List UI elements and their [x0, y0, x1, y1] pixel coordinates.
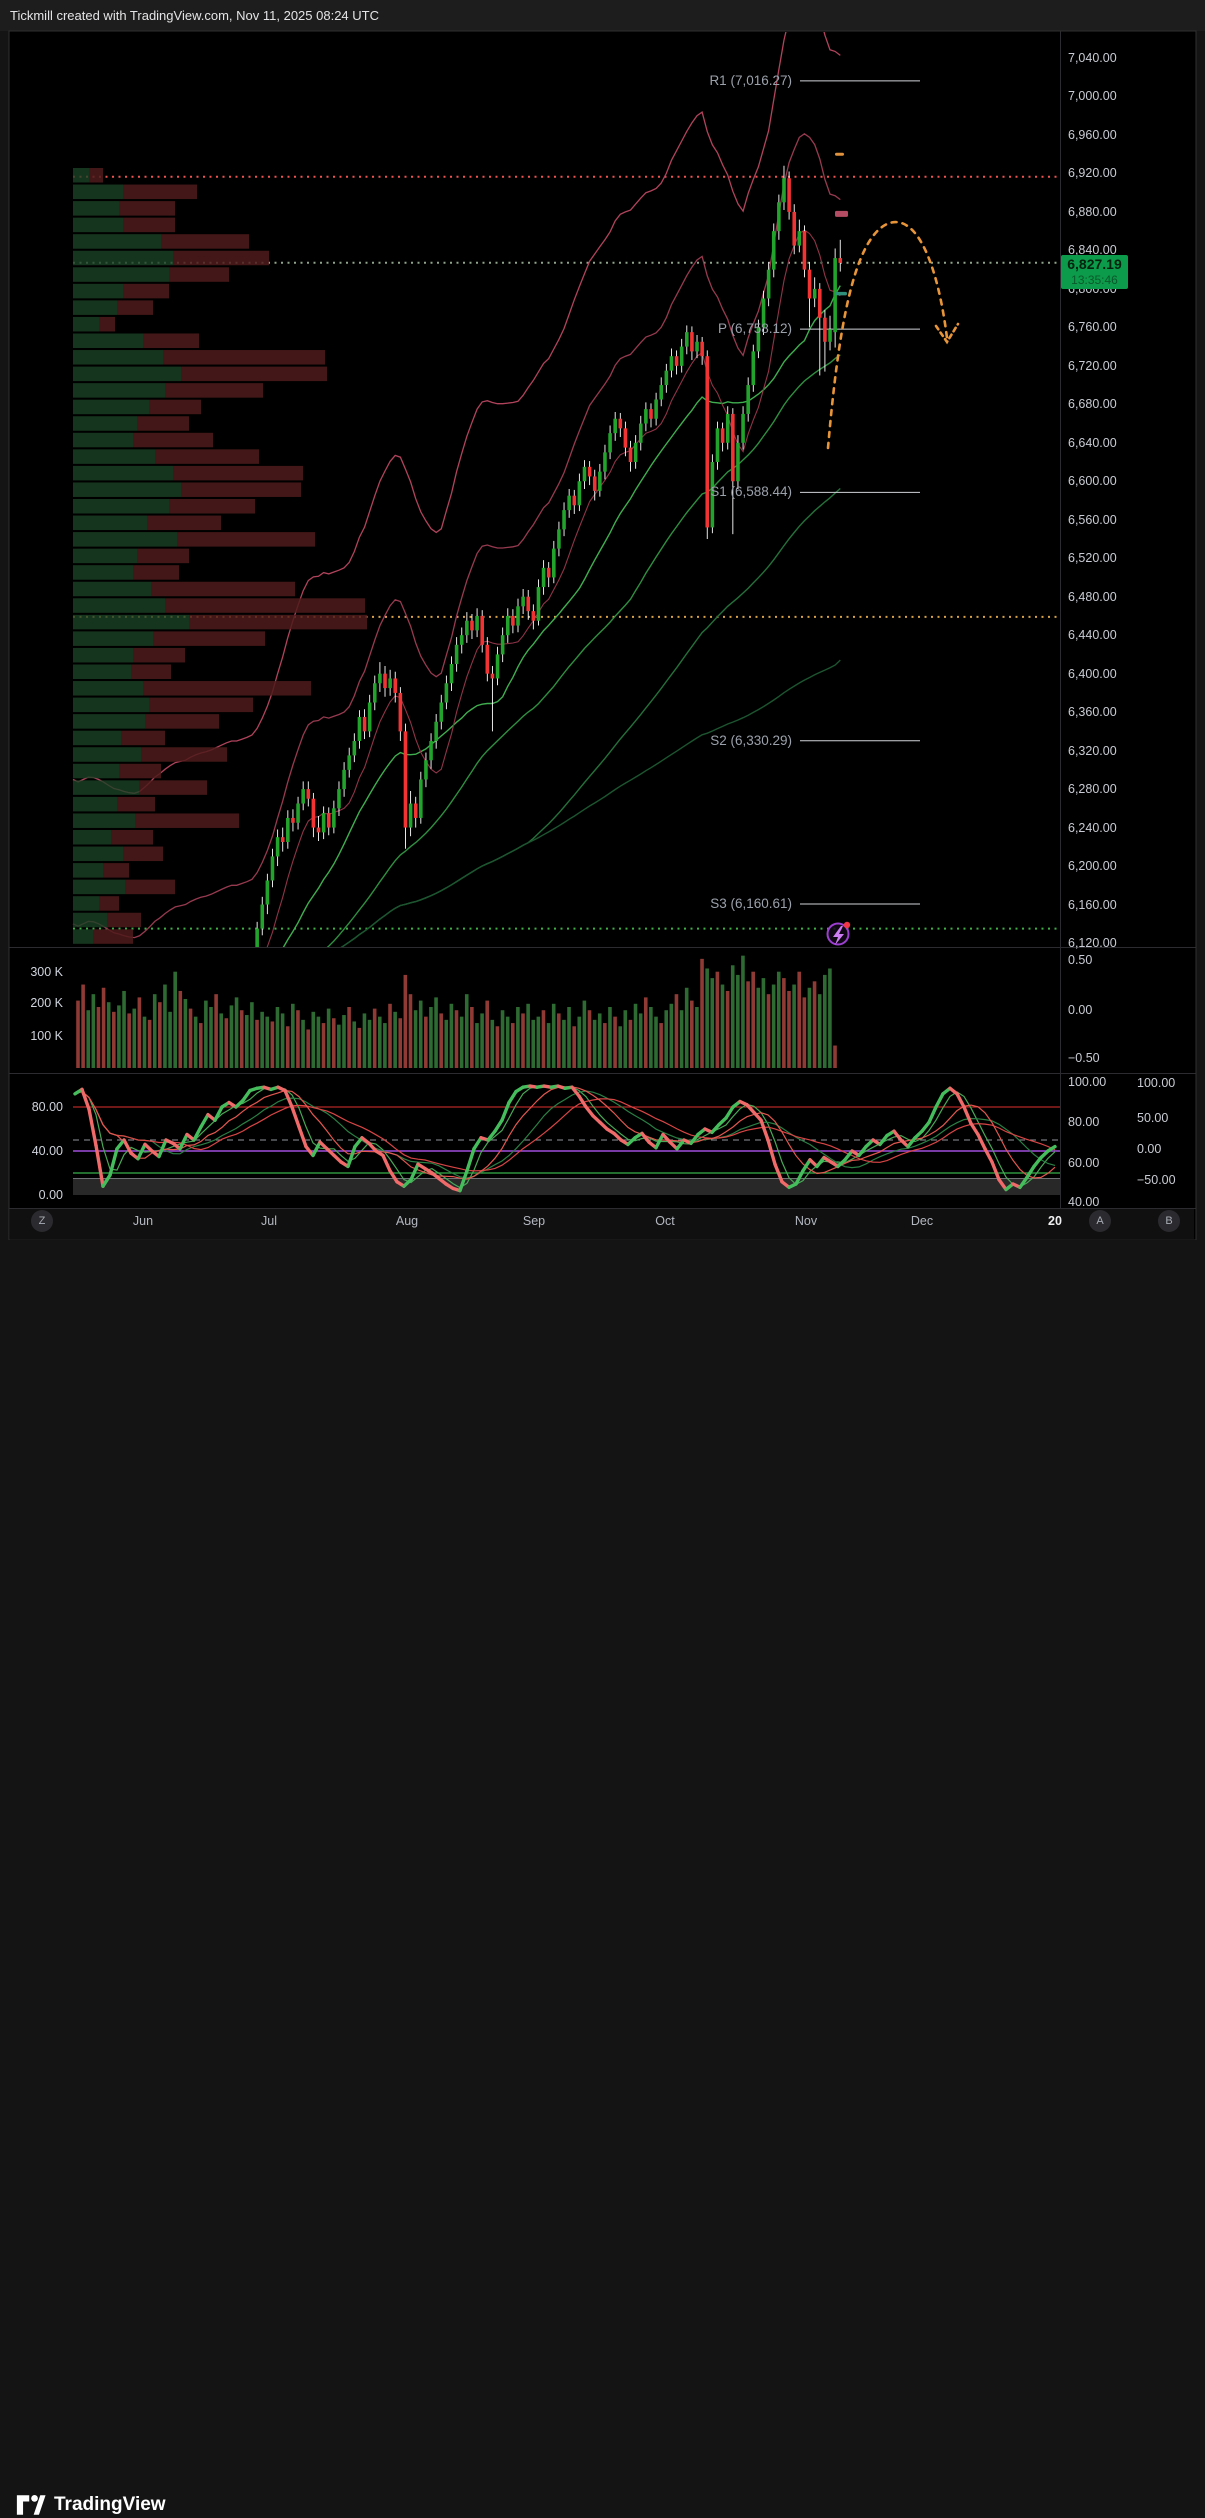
footer-bar: TradingView	[0, 1240, 1205, 2515]
price-axis-label: 6,920.00	[1068, 166, 1117, 181]
oscillator-panel	[73, 1084, 1060, 1195]
indicator-last-value-mark	[835, 152, 844, 156]
time-axis-year: 20	[1048, 1214, 1062, 1228]
oscillator-outer-axis-label: −50.00	[1137, 1173, 1176, 1187]
price-badge: 6,827.19 13:35:46	[1061, 255, 1128, 289]
pivot-label: R1 (7,016.27)	[709, 72, 792, 88]
time-axis-month: Nov	[794, 1214, 818, 1228]
oscillator-right-axis-label: 60.00	[1068, 1156, 1100, 1170]
last-price-value: 6,827.19	[1067, 256, 1122, 272]
price-axis-label: 6,200.00	[1068, 859, 1117, 874]
oscillator-outer-axis-label: 100.00	[1137, 1076, 1176, 1090]
scale-a-button[interactable]: A	[1089, 1210, 1111, 1232]
pivot-label: S2 (6,330.29)	[710, 732, 792, 748]
alert-lightning-icon	[826, 921, 851, 946]
price-axis-label: 6,760.00	[1068, 320, 1117, 335]
pivot-label: S3 (6,160.61)	[710, 895, 792, 911]
price-axis-label: 6,360.00	[1068, 705, 1117, 720]
tradingview-logo-icon	[16, 2495, 46, 2515]
tradingview-logo[interactable]: TradingView	[16, 2492, 166, 2518]
price-axis-label: 6,880.00	[1068, 204, 1117, 219]
attribution-bar: Tickmill created with TradingView.com, N…	[0, 0, 1205, 31]
price-axis-label: 6,520.00	[1068, 551, 1117, 566]
price-countdown: 13:35:46	[1071, 273, 1118, 287]
time-axis-month: Dec	[910, 1214, 934, 1228]
tradingview-logo-text: TradingView	[54, 2494, 166, 2515]
oscillator-outer-axis-label: 50.00	[1137, 1111, 1169, 1125]
scale-b-button[interactable]: B	[1158, 1210, 1180, 1232]
attribution-text: Tickmill created with TradingView.com, N…	[10, 8, 379, 23]
timezone-button[interactable]: Z	[31, 1210, 53, 1232]
time-axis-month: Aug	[395, 1214, 419, 1228]
price-axis-label: 6,240.00	[1068, 820, 1117, 835]
price-axis-label: 6,840.00	[1068, 243, 1117, 258]
projection-arrow	[826, 220, 960, 450]
volume-series	[76, 955, 837, 1068]
price-axis-label: 6,120.00	[1068, 936, 1117, 950]
time-axis-month: Sep	[522, 1214, 546, 1228]
price-axis-label: 6,160.00	[1068, 897, 1117, 912]
volume-axis-label: 200 K	[30, 996, 63, 1010]
volume-profile	[73, 168, 367, 944]
pivot-label: P (6,758.12)	[717, 321, 792, 337]
price-axis-label: 7,040.00	[1068, 51, 1117, 65]
volume-right-axis-label: −0.50	[1068, 1051, 1100, 1065]
price-axis-label: 6,640.00	[1068, 435, 1117, 450]
oscillator-right-axis-label: 40.00	[1068, 1195, 1100, 1209]
price-axis-label: 6,720.00	[1068, 358, 1117, 373]
volume-right-axis-label: 0.50	[1068, 953, 1093, 967]
price-axis-label: 6,400.00	[1068, 666, 1117, 681]
price-axis-label: 6,480.00	[1068, 589, 1117, 604]
chart-canvas[interactable]	[0, 0, 1205, 1294]
oscillator-axis-label: 80.00	[31, 1100, 63, 1114]
price-axis-label: 6,440.00	[1068, 628, 1117, 643]
price-axis-label: 6,320.00	[1068, 743, 1117, 758]
oscillator-right-axis-label: 80.00	[1068, 1115, 1100, 1129]
price-axis-label: 6,280.00	[1068, 782, 1117, 797]
indicator-last-value-mark	[835, 210, 848, 217]
oscillator-axis-label: 0.00	[38, 1188, 63, 1202]
price-axis-label: 6,560.00	[1068, 512, 1117, 527]
time-axis-month: Jul	[261, 1214, 277, 1228]
time-axis-month: Jun	[132, 1214, 154, 1228]
price-axis-label: 6,680.00	[1068, 397, 1117, 412]
volume-right-axis-label: 0.00	[1068, 1003, 1093, 1017]
volume-axis-label: 100 K	[30, 1029, 63, 1043]
price-axis-label: 6,600.00	[1068, 474, 1117, 489]
price-axis-label: 6,960.00	[1068, 127, 1117, 142]
oscillator-outer-axis-label: 0.00	[1137, 1142, 1162, 1156]
indicator-last-value-mark	[835, 291, 847, 296]
oscillator-right-axis-label: 100.00	[1068, 1075, 1107, 1089]
time-axis-month: Oct	[655, 1214, 675, 1228]
time-axis-background	[10, 1209, 1194, 1239]
pivot-label: S1 (6,588.44)	[710, 484, 792, 500]
volume-axis-label: 300 K	[30, 965, 63, 979]
candlestick-series	[255, 165, 843, 947]
oscillator-axis-label: 40.00	[31, 1144, 63, 1158]
price-axis-label: 7,000.00	[1068, 89, 1117, 104]
